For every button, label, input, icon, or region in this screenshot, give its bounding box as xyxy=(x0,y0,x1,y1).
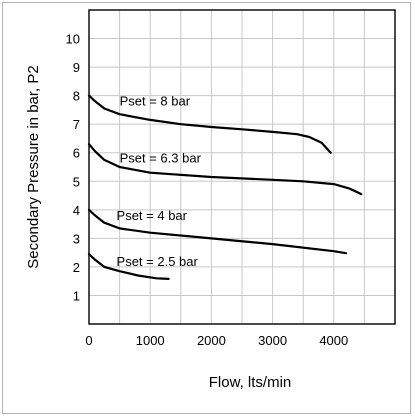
x-axis-label: Flow, lts/min xyxy=(209,374,292,391)
x-tick-label: 0 xyxy=(85,333,92,348)
y-tick-label: 4 xyxy=(73,203,80,218)
y-tick-label: 8 xyxy=(73,89,80,104)
y-tick-label: 3 xyxy=(73,231,80,246)
x-tick-label: 1000 xyxy=(136,333,165,348)
series-lines xyxy=(87,94,363,280)
x-tick-label: 2000 xyxy=(197,333,226,348)
series-annotation: Pset = 8 bar xyxy=(120,94,191,109)
y-tick-label: 1 xyxy=(73,288,80,303)
plot-border xyxy=(88,9,396,325)
y-tick-label: 7 xyxy=(73,117,80,132)
y-axis-label: Secondary Pressure in bar, P2 xyxy=(25,65,42,268)
series-line xyxy=(87,208,348,255)
x-tick-label: 3000 xyxy=(258,333,287,348)
series-annotation: Pset = 2.5 bar xyxy=(117,254,199,269)
series-annotation: Pset = 4 bar xyxy=(117,208,188,223)
grid xyxy=(89,10,395,324)
annotations: Pset = 8 bar Pset = 6.3 bar Pset = 4 bar Ps… xyxy=(117,94,202,269)
series-line xyxy=(87,253,170,280)
y-tick-label: 9 xyxy=(73,60,80,75)
series-annotation: Pset = 6.3 bar xyxy=(120,151,202,166)
series-line xyxy=(87,94,332,154)
series-line xyxy=(87,143,363,196)
axes xyxy=(88,9,396,325)
y-tick-label: 2 xyxy=(73,260,80,275)
x-tick-label: 4000 xyxy=(319,333,348,348)
y-tick-label: 6 xyxy=(73,146,80,161)
y-tick-label: 5 xyxy=(73,174,80,189)
tick-labels: 0 1000 2000 3000 4000 1 2 3 4 5 6 7 8 9 10 xyxy=(66,32,349,348)
y-tick-label: 10 xyxy=(66,32,80,47)
